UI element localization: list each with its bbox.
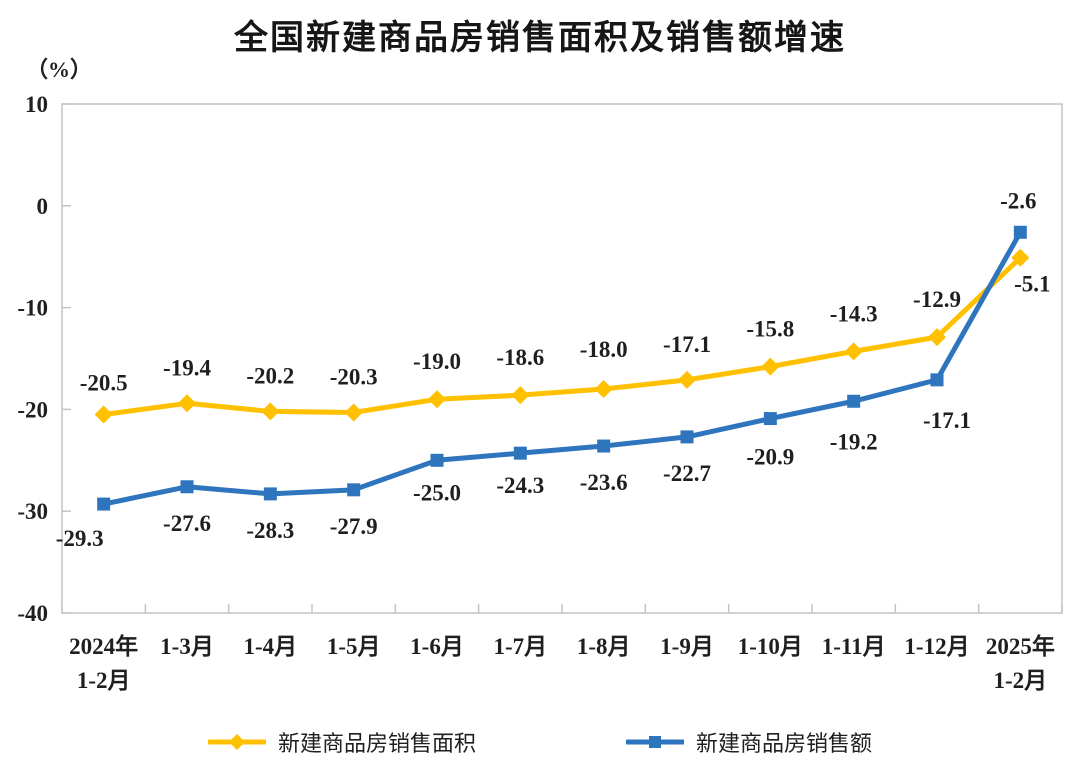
data-label: -18.0 — [580, 337, 628, 362]
legend-marker-square-icon — [649, 736, 661, 748]
x-axis-category-label: 1-12月 — [904, 634, 969, 659]
series-marker-diamond-icon — [428, 390, 446, 409]
x-axis-category-label: 1-4月 — [243, 634, 297, 659]
series-marker-square-icon — [763, 412, 777, 426]
series-line-0 — [101, 255, 1023, 417]
data-label: -17.1 — [663, 332, 711, 357]
data-label: -15.8 — [746, 317, 794, 342]
x-axis-category-label: 1-7月 — [493, 634, 547, 659]
x-axis-category-label: 1-6月 — [410, 634, 464, 659]
x-axis-category-label: 1-8月 — [577, 634, 631, 659]
legend-item-sales-area: 新建商品房销售面积 — [207, 726, 476, 758]
series-marker-square-icon — [97, 497, 111, 511]
y-axis-tick-label: 0 — [37, 194, 49, 219]
series-marker-square-icon — [847, 394, 861, 408]
series-marker-diamond-icon — [261, 402, 280, 421]
chart-legend: 新建商品房销售面积 新建商品房销售额 — [0, 726, 1080, 758]
legend-swatch-sales-area-icon — [207, 734, 266, 750]
series-marker-diamond-icon — [178, 394, 196, 413]
series-marker-diamond-icon — [928, 328, 946, 347]
data-label: -27.6 — [163, 511, 211, 536]
y-axis-tick-label: -10 — [17, 296, 48, 321]
x-axis-category-label: 2024年 1-2月 — [69, 633, 138, 693]
series-marker-square-icon — [263, 487, 277, 501]
data-label: -19.2 — [830, 429, 878, 454]
y-axis-unit-label: （%） — [26, 57, 93, 82]
data-label: -20.9 — [746, 445, 794, 470]
legend-label-sales-value: 新建商品房销售额 — [696, 731, 873, 756]
series-marker-diamond-icon — [594, 380, 613, 399]
x-axis-category-label: 1-5月 — [327, 634, 381, 659]
data-label: -19.4 — [163, 355, 211, 380]
series-marker-square-icon — [430, 453, 444, 467]
series-marker-square-icon — [347, 483, 361, 497]
legend-label-sales-area: 新建商品房销售面积 — [277, 731, 476, 756]
x-axis-category-label: 1-3月 — [160, 634, 214, 659]
series-marker-diamond-icon — [94, 405, 113, 424]
series-marker-diamond-icon — [511, 386, 530, 405]
y-axis-tick-label: -40 — [17, 601, 48, 626]
y-axis-tick-label: 10 — [25, 92, 48, 117]
x-axis-category-label: 1-9月 — [660, 634, 714, 659]
data-label: -20.3 — [330, 364, 378, 389]
data-label: -12.9 — [913, 287, 961, 312]
data-label: -20.5 — [80, 370, 128, 395]
series-line-1 — [101, 229, 1023, 507]
data-label: -14.3 — [830, 301, 878, 326]
data-label: -18.6 — [496, 345, 544, 370]
data-label: -5.1 — [1014, 272, 1050, 297]
chart-canvas: 10 0 -10 -20 -30 -40 2024年 1-2月 1-3月 1-4月 1-5月 1-6月… — [17, 92, 1063, 693]
y-axis-tick-label: -20 — [17, 397, 48, 422]
series-marker-diamond-icon — [761, 357, 780, 376]
x-axis-category-label: 1-10月 — [738, 634, 803, 659]
legend-item-sales-value: 新建商品房销售额 — [626, 726, 872, 758]
legend-marker-diamond-icon — [228, 734, 245, 750]
data-label: -24.3 — [496, 473, 544, 498]
data-label: -23.6 — [580, 470, 628, 495]
series-marker-square-icon — [930, 373, 944, 387]
legend-swatch-sales-value-icon — [626, 736, 684, 748]
data-label: -2.6 — [1000, 188, 1036, 213]
series-marker-diamond-icon — [344, 403, 363, 422]
y-axis-tick-label: -30 — [17, 499, 48, 524]
series-marker-diamond-icon — [678, 370, 696, 389]
data-label: -19.0 — [413, 349, 461, 374]
data-label: -29.3 — [56, 526, 104, 551]
x-axis-category-label: 2025年 1-2月 — [986, 633, 1055, 693]
data-label: -27.9 — [330, 514, 378, 539]
series-marker-diamond-icon — [1011, 248, 1030, 267]
data-label: -25.0 — [413, 480, 461, 505]
data-label: -20.2 — [246, 363, 294, 388]
series-marker-diamond-icon — [844, 342, 863, 361]
series-marker-square-icon — [597, 439, 611, 453]
series-marker-square-icon — [680, 430, 694, 444]
x-axis-category-label: 1-11月 — [822, 634, 886, 659]
data-label: -22.7 — [663, 461, 711, 486]
plot-frame — [61, 103, 1063, 614]
data-label: -17.1 — [923, 408, 971, 433]
data-label: -28.3 — [246, 518, 294, 543]
series-marker-square-icon — [513, 446, 527, 460]
series-marker-square-icon — [180, 480, 194, 494]
chart-title: 全国新建商品房销售面积及销售额增速 — [234, 20, 846, 57]
series-marker-square-icon — [1013, 225, 1027, 239]
